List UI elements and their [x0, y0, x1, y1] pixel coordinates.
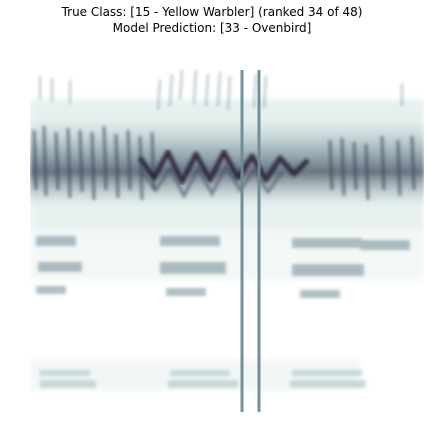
- song-phrase-zigzag: [137, 149, 310, 185]
- spectrogram-image: [30, 40, 424, 432]
- main-energy-band: [30, 118, 424, 208]
- lower-harmonics: [36, 236, 410, 298]
- spectrogram-svg: [30, 69, 424, 412]
- figure-title: True Class: [15 - Yellow Warbler] (ranke…: [0, 4, 424, 36]
- bottom-bands: [40, 370, 366, 388]
- upper-streaks: [39, 69, 403, 111]
- model-prediction-label: Model Prediction: [33 - Ovenbird]: [112, 21, 312, 35]
- true-class-label: True Class: [15 - Yellow Warbler] (ranke…: [61, 5, 363, 19]
- vertical-marker-lines: [240, 70, 261, 412]
